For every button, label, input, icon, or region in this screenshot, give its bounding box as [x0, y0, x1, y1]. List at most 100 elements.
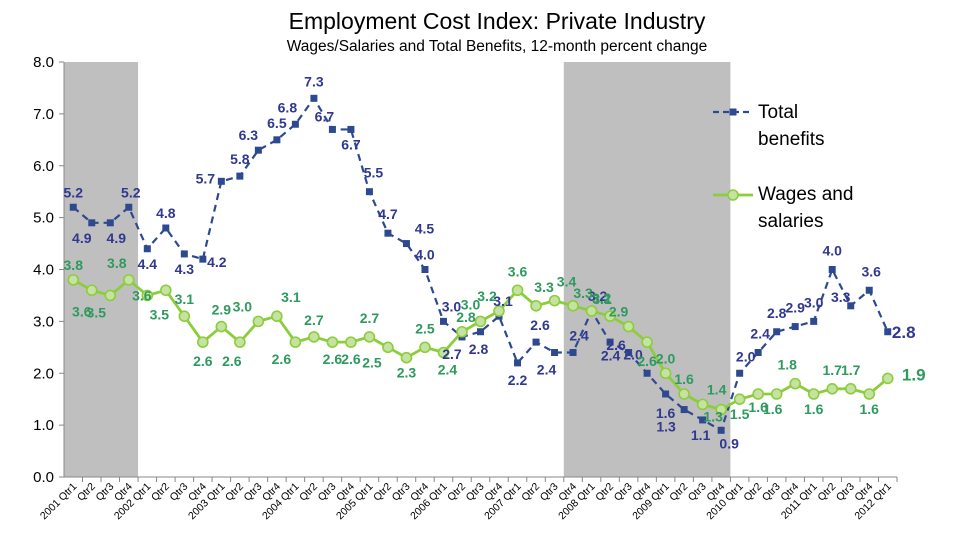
legend-line: Wages and — [758, 184, 854, 205]
data-label: 1.6 — [656, 405, 676, 421]
data-label: 3.5 — [87, 304, 107, 320]
data-point-marker — [273, 136, 281, 144]
y-tick-label: 5.0 — [33, 210, 54, 227]
x-tick-label: Qtr2 — [667, 481, 690, 504]
data-label: 1.7 — [822, 362, 842, 378]
data-point-marker — [828, 266, 836, 273]
data-point-marker — [85, 284, 98, 297]
data-label: 3.6 — [861, 263, 881, 279]
data-point-marker — [400, 351, 413, 364]
data-point-marker — [104, 289, 117, 302]
data-label: 6.3 — [239, 127, 259, 143]
data-point-marker — [585, 305, 598, 317]
data-point-marker — [699, 416, 707, 424]
data-point-marker — [514, 359, 522, 367]
data-point-marker — [680, 406, 688, 414]
data-point-marker — [421, 266, 429, 273]
data-label: 3.3 — [831, 289, 851, 305]
data-label: 2.6 — [341, 351, 361, 367]
data-label: 2.9 — [609, 304, 629, 320]
legend-label-wages-salaries: Wages and salaries — [758, 181, 853, 235]
data-point-marker — [236, 172, 244, 180]
x-tick-label: Qtr2 — [815, 481, 838, 504]
data-point-marker — [715, 403, 727, 416]
data-label: 2.7 — [304, 312, 324, 328]
x-tick-label: Qtr3 — [538, 481, 561, 504]
data-label: 1.7 — [841, 362, 861, 378]
data-label: 2.3 — [397, 365, 417, 381]
data-point-marker — [197, 336, 209, 348]
chart-subtitle: Wages/Salaries and Total Benefits, 12-mo… — [286, 38, 708, 55]
data-label: 2.5 — [415, 320, 435, 336]
data-point-marker — [865, 286, 873, 294]
data-label: 0.9 — [719, 435, 739, 451]
data-label: 3.0 — [804, 294, 824, 310]
data-point-marker — [863, 388, 876, 400]
data-point-marker — [532, 338, 540, 346]
legend-label-total-benefits: Total benefits — [758, 99, 825, 153]
data-label: 7.3 — [304, 73, 324, 89]
data-point-marker — [215, 320, 228, 333]
data-label: 3.1 — [493, 293, 513, 309]
x-tick-label: Qtr2 — [593, 481, 616, 504]
data-label: 2.0 — [736, 348, 756, 364]
data-point-marker — [551, 349, 559, 356]
data-point-marker — [717, 426, 725, 434]
data-point-marker — [310, 94, 318, 102]
data-label: 2.0 — [656, 350, 676, 366]
data-point-marker — [826, 383, 839, 395]
data-label: 4.2 — [207, 254, 227, 270]
data-label: 1.6 — [859, 401, 879, 417]
data-label: 1.9 — [902, 365, 926, 384]
data-label: 1.1 — [691, 427, 711, 443]
data-label: 2.2 — [508, 372, 528, 388]
data-label: 2.9 — [785, 300, 805, 316]
data-point-marker — [678, 388, 690, 400]
data-point-marker — [347, 125, 355, 133]
y-tick-label: 6.0 — [33, 158, 54, 175]
data-point-marker — [511, 284, 524, 297]
data-label: 3.3 — [534, 279, 554, 295]
data-point-marker — [289, 336, 302, 348]
data-label: 2.4 — [537, 362, 557, 378]
x-tick-label: Qtr3 — [93, 481, 116, 504]
data-point-marker — [733, 393, 746, 405]
data-point-marker — [217, 177, 225, 185]
data-label: 5.8 — [230, 151, 250, 167]
data-point-marker — [180, 250, 188, 258]
data-label: 3.8 — [107, 255, 127, 271]
legend-entry — [713, 108, 753, 116]
x-tick-label: Qtr2 — [519, 481, 542, 504]
y-tick-label: 3.0 — [33, 313, 54, 330]
data-point-marker — [807, 388, 820, 400]
x-tick-label: Qtr3 — [686, 481, 709, 504]
x-tick-label: Qtr2 — [75, 481, 98, 504]
data-point-marker — [641, 336, 653, 348]
data-label: 4.0 — [415, 247, 435, 263]
data-label: 4.7 — [378, 206, 398, 222]
data-point-marker — [69, 203, 77, 211]
data-point-marker — [847, 302, 855, 310]
data-label: 6.7 — [341, 136, 361, 152]
data-label: 3.6 — [508, 263, 528, 279]
data-label: 3.0 — [233, 298, 253, 314]
data-label: 2.4 — [601, 348, 621, 364]
data-point-marker — [791, 323, 799, 331]
data-point-marker — [141, 289, 154, 302]
data-point-marker — [252, 315, 265, 328]
series-group — [67, 94, 894, 434]
y-tick-label: 1.0 — [33, 417, 54, 434]
data-point-marker — [456, 325, 468, 338]
data-label: 5.2 — [121, 184, 141, 200]
data-point-marker — [884, 328, 892, 336]
data-label: 4.0 — [822, 243, 842, 259]
data-label: 4.9 — [72, 230, 92, 246]
data-label: 6.5 — [267, 115, 287, 131]
x-tick-label: Qtr2 — [149, 481, 172, 504]
y-tick-label: 7.0 — [33, 106, 54, 123]
data-label: 2.6 — [193, 353, 213, 369]
data-point-marker — [662, 390, 670, 398]
data-point-marker — [234, 336, 246, 348]
data-label: 5.2 — [64, 184, 84, 200]
data-label: 2.6 — [606, 337, 626, 353]
